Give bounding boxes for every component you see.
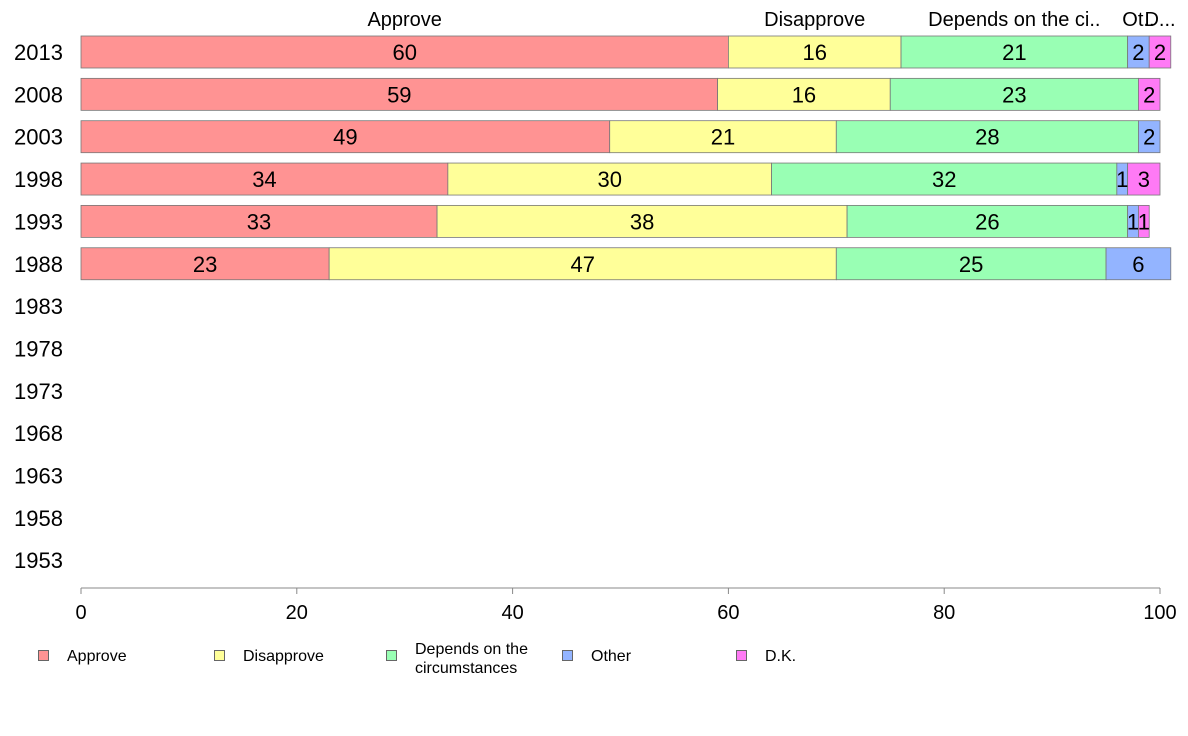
value-label-1998-series-2: 32 — [932, 167, 956, 192]
value-label-2003-series-0: 49 — [333, 125, 357, 150]
bar-1988-series-0 — [80, 247, 330, 281]
bar-1988-series-2 — [835, 247, 1107, 281]
bar-2003-series-2 — [835, 120, 1139, 154]
x-tick-label-60: 60 — [717, 602, 739, 624]
legend-swatch-0 — [38, 650, 49, 661]
bar-2008-series-0 — [80, 77, 719, 111]
value-label-2008-series-4: 2 — [1143, 82, 1155, 107]
value-labels: 60 16 21 2 259 16 23 249 21 28 234 30 32 1 333 38 26 1123… — [193, 40, 1166, 277]
legend-label-3: Other — [591, 648, 632, 665]
value-label-1998-series-1: 30 — [597, 167, 621, 192]
bar-1998-series-0 — [80, 162, 449, 196]
top-label-series-4: D... — [1144, 9, 1175, 31]
value-label-2013-series-0: 60 — [392, 40, 416, 65]
year-label-1993: 1993 — [14, 209, 63, 234]
year-label-1998: 1998 — [14, 167, 63, 192]
value-label-1993-series-4: 1 — [1138, 209, 1150, 234]
bars — [80, 35, 1172, 281]
legend-swatch-1 — [214, 650, 225, 661]
legend-swatch-3 — [562, 650, 573, 661]
bar-1988-series-3 — [1105, 247, 1172, 281]
year-label-1988: 1988 — [14, 252, 63, 277]
value-label-2003-series-3: 2 — [1143, 125, 1155, 150]
bar-1993-series-1 — [436, 204, 848, 238]
legend-item-0: Approve — [38, 640, 127, 666]
value-label-2008-series-2: 23 — [1002, 82, 1026, 107]
value-label-1998-series-3: 1 — [1116, 167, 1128, 192]
bar-1993-series-2 — [846, 204, 1129, 238]
value-label-1998-series-0: 34 — [252, 167, 276, 192]
x-tick-label-40: 40 — [501, 602, 523, 624]
top-label-series-0: Approve — [367, 9, 442, 31]
x-tick-label-100: 100 — [1143, 602, 1176, 624]
year-label-1953: 1953 — [14, 548, 63, 573]
value-label-2013-series-1: 16 — [802, 40, 826, 65]
bar-2008-series-4 — [1138, 77, 1161, 111]
year-label-1963: 1963 — [14, 464, 63, 489]
legend-label-4: D.K. — [765, 648, 797, 665]
bar-2003-series-3 — [1138, 120, 1161, 154]
legend-label-2: Depends on the circumstances — [415, 641, 528, 677]
value-label-1993-series-2: 26 — [975, 209, 999, 234]
year-label-1968: 1968 — [14, 421, 63, 446]
legend-item-1: Disapprove — [214, 640, 324, 666]
value-label-1988-series-3: 6 — [1132, 252, 1144, 277]
value-label-1993-series-0: 33 — [247, 209, 271, 234]
year-label-1973: 1973 — [14, 379, 63, 404]
year-label-2008: 2008 — [14, 82, 63, 107]
year-label-1983: 1983 — [14, 294, 63, 319]
bar-2013-series-1 — [728, 35, 902, 69]
value-label-2008-series-1: 16 — [792, 82, 816, 107]
bar-1998-series-2 — [771, 162, 1118, 196]
legend-swatch-2 — [386, 650, 397, 661]
year-label-2013: 2013 — [14, 40, 63, 65]
year-label-1958: 1958 — [14, 506, 63, 531]
bar-1993-series-0 — [80, 204, 438, 238]
value-label-1993-series-1: 38 — [630, 209, 654, 234]
bar-1993-series-4 — [1138, 204, 1150, 238]
legend-label-0: Approve — [67, 648, 127, 665]
value-label-2013-series-2: 21 — [1002, 40, 1026, 65]
bar-2013-series-0 — [80, 35, 729, 69]
x-tick-label-20: 20 — [286, 602, 308, 624]
legend-item-3: Other — [562, 640, 631, 666]
legend-swatch-4 — [736, 650, 747, 661]
value-label-2008-series-0: 59 — [387, 82, 411, 107]
row-labels: 2013 2008 2003 1998 1993 1988 1983 1978 1973 1968… — [14, 40, 63, 573]
value-label-2003-series-2: 28 — [975, 125, 999, 150]
value-label-1988-series-2: 25 — [959, 252, 983, 277]
value-label-1988-series-1: 47 — [570, 252, 594, 277]
value-label-2003-series-1: 21 — [711, 125, 735, 150]
bar-2008-series-2 — [889, 77, 1139, 111]
top-label-series-3: Ot.. — [1122, 9, 1154, 31]
top-series-labels: Approve Disapprove Depends on the ci.. Ot..… — [367, 9, 1175, 31]
value-label-1993-series-3: 1 — [1127, 209, 1139, 234]
year-label-1978: 1978 — [14, 336, 63, 361]
value-label-1988-series-0: 23 — [193, 252, 217, 277]
legend-item-4: D.K. — [736, 640, 796, 666]
x-axis: 0 20 40 60 80 100 — [75, 587, 1177, 624]
value-label-2013-series-4: 2 — [1154, 40, 1166, 65]
x-tick-label-0: 0 — [75, 602, 86, 624]
value-label-2013-series-3: 2 — [1132, 40, 1144, 65]
bar-1998-series-1 — [447, 162, 772, 196]
bar-2003-series-1 — [609, 120, 837, 154]
top-label-series-2: Depends on the ci.. — [928, 9, 1100, 31]
year-label-2003: 2003 — [14, 125, 63, 150]
stacked-bar-chart: 2013200820031998199319881983197819731968… — [14, 9, 1177, 624]
bar-2003-series-0 — [80, 120, 611, 154]
bar-1988-series-1 — [328, 247, 837, 281]
value-label-1998-series-4: 3 — [1138, 167, 1150, 192]
legend-label-1: Disapprove — [243, 648, 324, 665]
legend-item-2: Depends on the circumstances — [386, 640, 555, 678]
top-label-series-1: Disapprove — [764, 9, 865, 31]
x-tick-label-80: 80 — [933, 602, 955, 624]
bar-2008-series-1 — [717, 77, 891, 111]
bar-1998-series-4 — [1127, 162, 1161, 196]
bar-2013-series-4 — [1148, 35, 1172, 69]
legend: Approve Disapprove Depends on the circumst… — [38, 640, 1158, 690]
bar-2013-series-2 — [900, 35, 1129, 69]
